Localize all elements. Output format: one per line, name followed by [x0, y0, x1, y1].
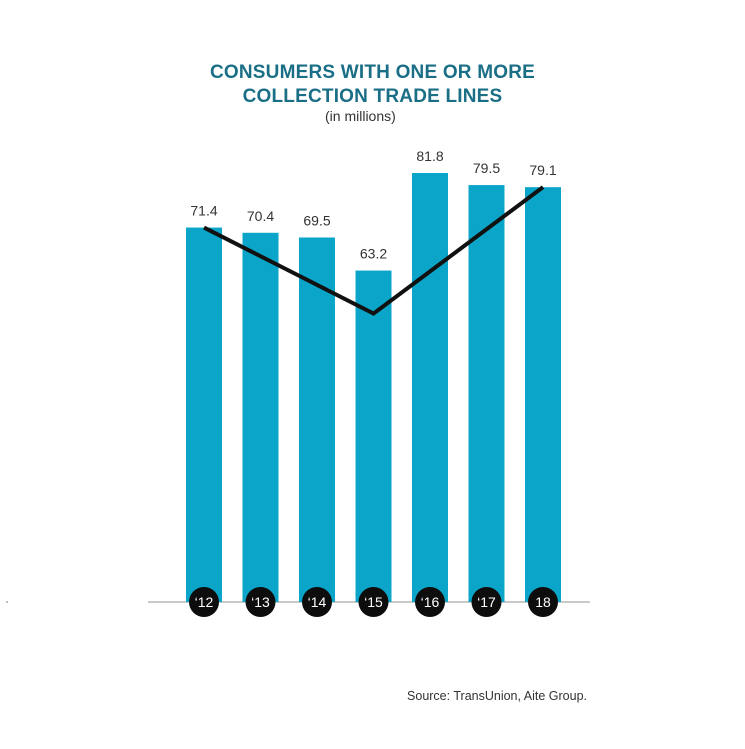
bar: [525, 187, 561, 603]
category-label: ‘16: [421, 594, 440, 610]
data-label: 71.4: [190, 203, 217, 219]
category-label: ‘13: [251, 594, 270, 610]
category-badge: [358, 587, 389, 617]
chart-title-line-2: COLLECTION TRADE LINES: [242, 86, 503, 107]
chart-subtitle: (in millions): [325, 108, 396, 124]
category-badge: [528, 587, 558, 617]
data-label: 70.4: [247, 208, 274, 224]
bar: [299, 237, 335, 602]
source-note: Source: TransUnion, Aite Group.: [407, 689, 587, 703]
data-label: 63.2: [360, 246, 387, 262]
chart-title-line-1: CONSUMERS WITH ONE OR MORE: [209, 62, 536, 83]
category-badge: [302, 587, 332, 617]
category-label: ‘12: [195, 594, 214, 610]
category-label: ‘14: [308, 594, 327, 610]
trend-line: [203, 185, 545, 316]
category-label: ‘15: [364, 594, 383, 610]
category-badge: [189, 587, 219, 617]
data-label: 69.5: [303, 213, 330, 229]
category-label: 18: [535, 594, 551, 610]
data-label: 81.8: [416, 148, 443, 164]
bar: [412, 173, 448, 602]
bar: [242, 232, 279, 602]
category-badge: [415, 587, 445, 617]
category-badge: [245, 587, 276, 617]
category-label: ‘17: [477, 594, 496, 610]
bar: [355, 270, 392, 602]
bar: [468, 185, 505, 603]
stray-dot: [6, 601, 8, 603]
category-badge: [471, 587, 502, 617]
bar: [186, 227, 222, 602]
data-label: 79.5: [473, 160, 500, 176]
data-label: 79.1: [529, 162, 556, 178]
